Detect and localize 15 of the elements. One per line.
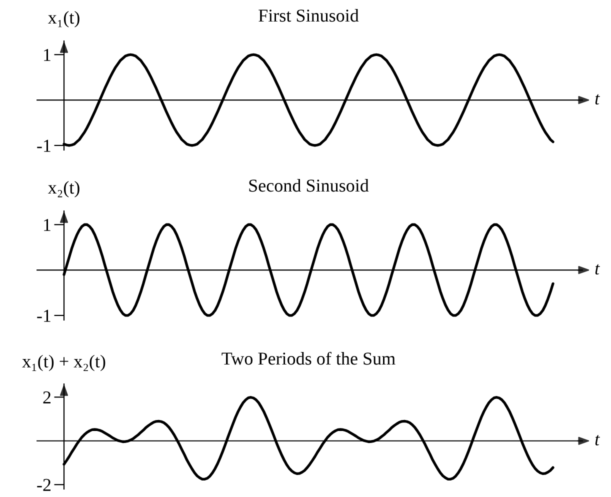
y-tick-label: -2 [37,478,51,491]
x-axis-title: t [595,94,600,105]
chart-title: Second Sinusoid [249,179,369,192]
y-tick-label: -1 [37,310,50,322]
y-axis-title: x₁(t) + x₂(t) [22,354,106,372]
y-tick-label: 1 [44,48,50,61]
y-tick-label: 2 [43,391,51,404]
x-axis-title: t [595,435,600,446]
x-axis-title: t [595,264,600,275]
chart-title: Two Periods of the Sum [222,352,396,365]
y-tick-label: 1 [44,218,50,231]
y-axis-title: x₂(t) [48,181,80,198]
chart-title: First Sinusoid [258,9,359,22]
y-tick-label: -1 [37,140,50,152]
y-axis-title: x₁(t) [48,11,80,28]
